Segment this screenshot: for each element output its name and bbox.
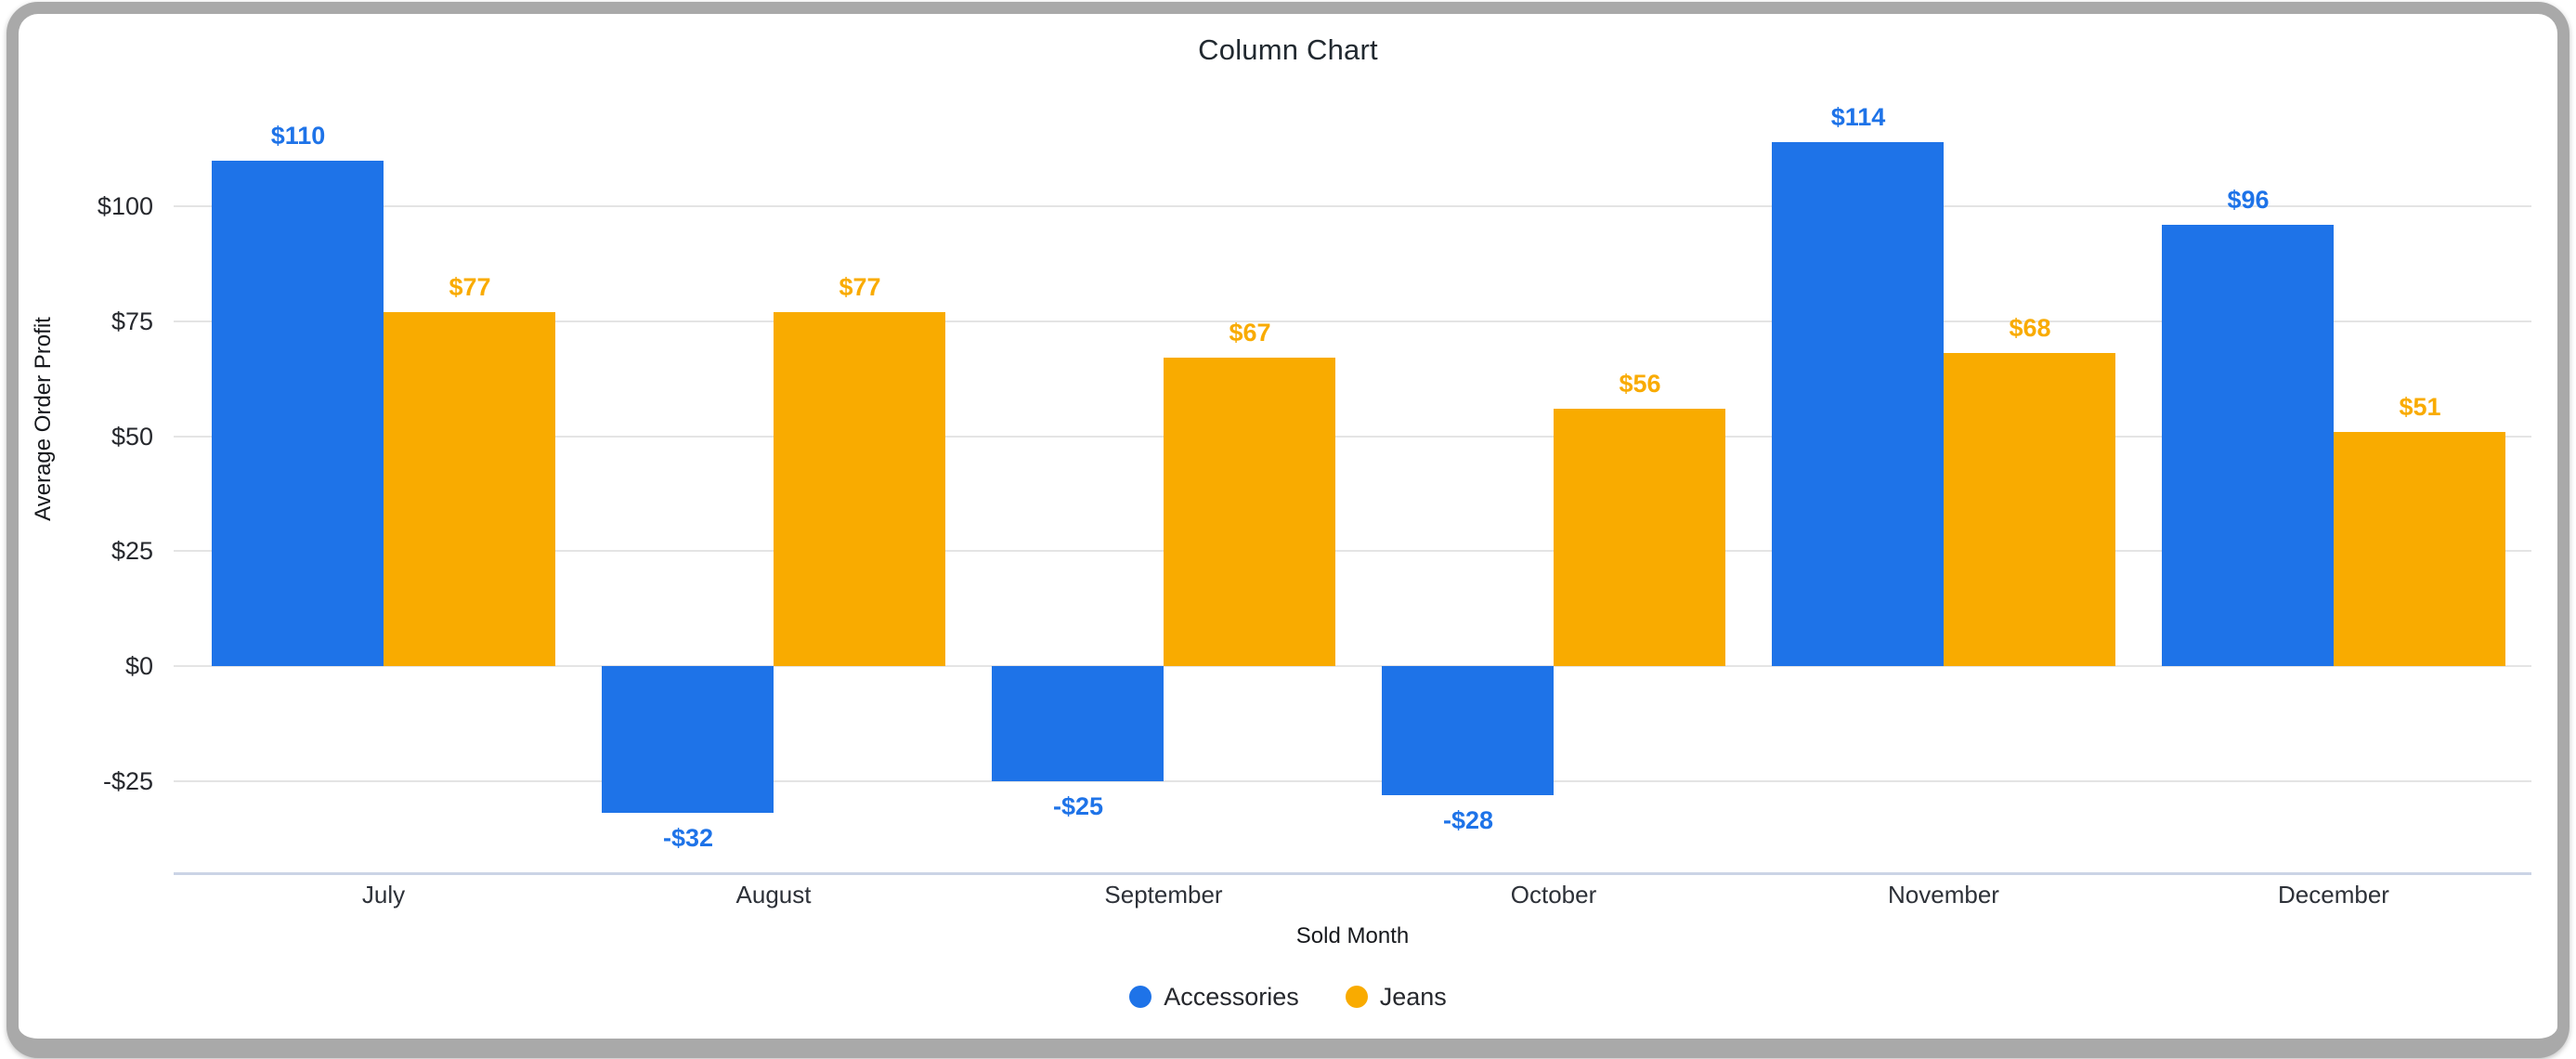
bar-value-label-accessories-september: -$25 <box>1052 791 1104 820</box>
bar-accessories-september[interactable] <box>992 666 1164 781</box>
legend-label-jeans: Jeans <box>1379 982 1447 1011</box>
bar-jeans-july[interactable] <box>384 311 555 666</box>
y-tick-label--$25: -$25 <box>102 766 153 795</box>
bar-value-label-jeans-november: $68 <box>2009 314 2051 343</box>
x-tick-label-september: September <box>1104 881 1223 909</box>
x-axis-title: Sold Month <box>1295 923 1410 948</box>
gridline-$50 <box>174 435 2531 438</box>
y-tick-label-$75: $75 <box>111 307 153 335</box>
x-axis-line <box>174 872 2531 875</box>
bar-jeans-august[interactable] <box>774 311 945 666</box>
legend: Accessories Jeans <box>0 981 2576 1013</box>
chart-title: Column Chart <box>1198 33 1378 66</box>
legend-item-jeans[interactable]: Jeans <box>1345 982 1447 1012</box>
legend-dot-icon-jeans <box>1345 986 1368 1008</box>
bar-jeans-october[interactable] <box>1554 408 1725 666</box>
bar-accessories-october[interactable] <box>1382 666 1554 795</box>
bar-value-label-accessories-july: $110 <box>270 121 326 150</box>
legend-dot-icon-accessories <box>1129 986 1152 1008</box>
bar-value-label-accessories-november: $114 <box>1830 102 1886 131</box>
bar-value-label-jeans-october: $56 <box>1619 369 1661 398</box>
bar-value-label-jeans-august: $77 <box>839 272 881 301</box>
x-tick-label-october: October <box>1510 881 1597 909</box>
bar-accessories-november[interactable] <box>1772 141 1944 666</box>
x-tick-label-november: November <box>1888 881 1999 909</box>
x-tick-label-august: August <box>735 881 812 909</box>
x-tick-label-december: December <box>2278 881 2389 909</box>
y-tick-label-$50: $50 <box>111 422 153 451</box>
bar-jeans-december[interactable] <box>2334 431 2505 666</box>
bar-value-label-accessories-october: -$28 <box>1442 805 1494 834</box>
gridline-$25 <box>174 550 2531 553</box>
legend-label-accessories: Accessories <box>1164 982 1299 1011</box>
y-tick-label-$25: $25 <box>111 537 153 566</box>
bar-value-label-accessories-august: -$32 <box>662 824 714 853</box>
y-tick-label-$0: $0 <box>124 652 153 680</box>
gridline-$75 <box>174 320 2531 322</box>
y-tick-label-$100: $100 <box>97 192 153 220</box>
gridline-$0 <box>174 665 2531 667</box>
bar-value-label-jeans-july: $77 <box>449 272 491 301</box>
bar-jeans-september[interactable] <box>1164 358 1335 666</box>
bar-accessories-july[interactable] <box>212 160 384 666</box>
bar-accessories-august[interactable] <box>602 666 774 814</box>
bar-value-label-jeans-september: $67 <box>1229 319 1271 347</box>
bar-value-label-jeans-december: $51 <box>2399 392 2441 421</box>
x-tick-label-july: July <box>361 881 406 909</box>
bar-accessories-december[interactable] <box>2162 224 2334 666</box>
bar-jeans-november[interactable] <box>1944 353 2115 666</box>
bar-value-label-accessories-december: $96 <box>2227 185 2270 214</box>
legend-item-accessories[interactable]: Accessories <box>1129 983 1299 1012</box>
gridline--$25 <box>174 779 2531 782</box>
gridline-$100 <box>174 205 2531 207</box>
